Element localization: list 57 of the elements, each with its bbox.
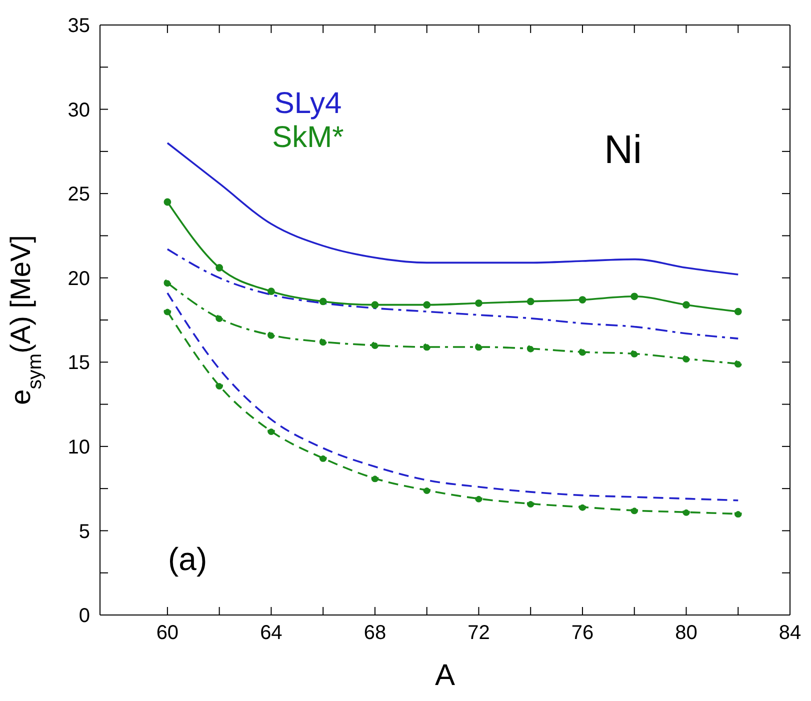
point xyxy=(734,308,742,316)
y-tick-label: 30 xyxy=(68,99,90,122)
line-series xyxy=(166,248,740,340)
point xyxy=(526,500,534,508)
point xyxy=(682,301,690,309)
point xyxy=(682,355,690,362)
point xyxy=(423,486,431,494)
point xyxy=(216,314,224,322)
point xyxy=(475,343,482,351)
x-tick-label: 80 xyxy=(675,622,698,644)
y-tick-label: 5 xyxy=(78,520,90,543)
x-tick-label: 76 xyxy=(571,622,594,644)
x-tick-label: 72 xyxy=(468,622,490,644)
point xyxy=(630,350,638,358)
point xyxy=(682,508,690,516)
y-tick-label: 35 xyxy=(68,15,90,38)
x-tick-label: 68 xyxy=(364,622,386,644)
point xyxy=(319,298,327,306)
point xyxy=(578,503,586,511)
text: SLy4 xyxy=(274,87,342,120)
annotation: (a) xyxy=(168,541,208,577)
point xyxy=(734,510,742,518)
point xyxy=(630,292,638,300)
y-tick-label: 20 xyxy=(68,268,90,290)
y-tick-label: 15 xyxy=(68,352,90,374)
point xyxy=(526,298,534,306)
point xyxy=(319,454,327,462)
point xyxy=(526,344,534,352)
x-axis-title: A xyxy=(434,659,456,692)
point xyxy=(578,296,586,304)
x-tick-label: 84 xyxy=(778,622,802,644)
point xyxy=(371,342,379,349)
point xyxy=(734,360,742,368)
point xyxy=(164,198,172,206)
x-tick-label: 60 xyxy=(156,622,179,644)
point xyxy=(268,331,275,339)
point xyxy=(216,382,224,390)
point xyxy=(164,279,172,287)
point xyxy=(578,348,586,356)
point xyxy=(475,299,482,307)
point xyxy=(475,494,482,502)
point xyxy=(216,264,224,272)
point xyxy=(164,308,172,316)
text: SkM* xyxy=(272,121,344,154)
point xyxy=(371,474,379,482)
point xyxy=(423,343,431,351)
point xyxy=(630,506,638,514)
point xyxy=(371,301,379,309)
point xyxy=(319,338,327,346)
point xyxy=(268,288,275,296)
point xyxy=(423,301,431,309)
y-tick-label: 0 xyxy=(78,605,90,628)
point xyxy=(268,428,275,435)
x-tick-label: 64 xyxy=(260,622,282,644)
annotation: Ni xyxy=(604,128,642,172)
y-tick-label: 25 xyxy=(68,184,90,206)
y-tick-label: 10 xyxy=(68,436,90,459)
